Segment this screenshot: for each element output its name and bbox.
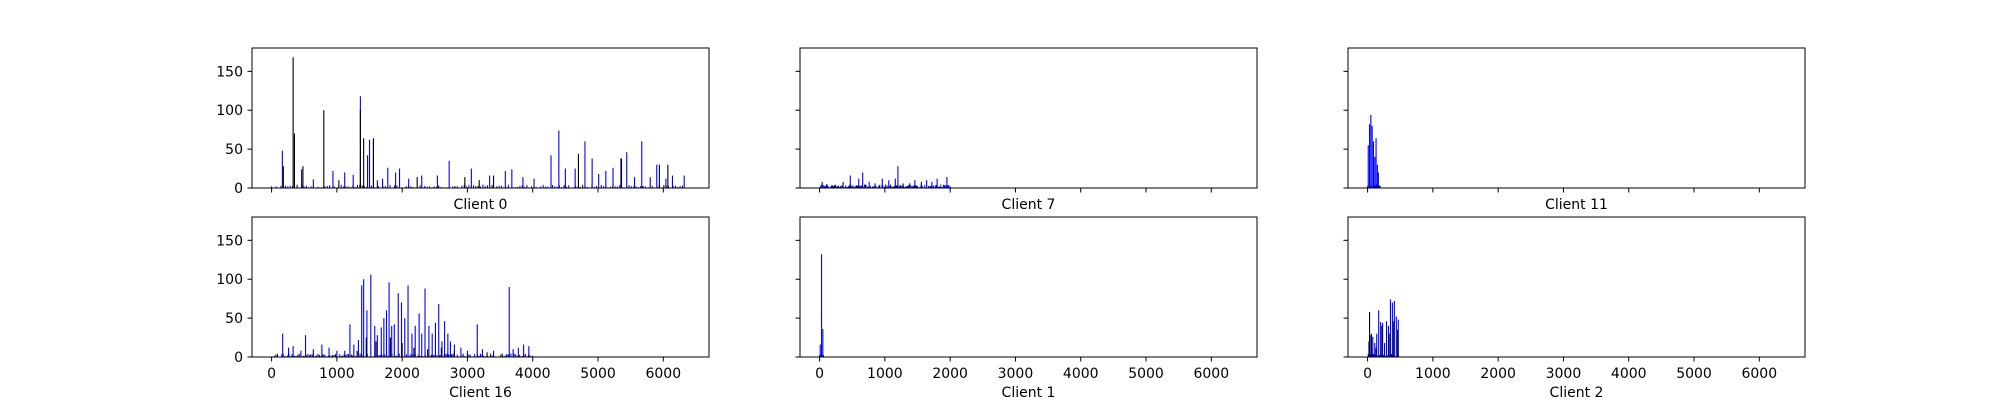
subplot-title: Client 11 [1545, 197, 1608, 213]
axes-frame [1347, 47, 1806, 189]
y-tick-label: 100 [216, 103, 243, 119]
axes-frame [1347, 216, 1806, 358]
x-tick-label: 6000 [1741, 366, 1777, 382]
x-tick-label: 0 [815, 366, 824, 382]
x-tick-label: 5000 [580, 366, 616, 382]
axes-frame [799, 216, 1258, 358]
subplot: 0 1000 2000 3000 4000 5000 6000 0 50 100 150 Client… [216, 216, 710, 400]
subplot: 0 1000 2000 3000 4000 5000 6000 Client 1 [795, 216, 1258, 400]
x-tick-label: 5000 [1676, 366, 1712, 382]
y-tick-label: 0 [234, 181, 243, 197]
y-tick-label: 150 [216, 64, 243, 80]
x-tick-label: 5000 [1128, 366, 1164, 382]
y-tick-label: 100 [216, 272, 243, 288]
x-tick-label: 0 [1363, 366, 1372, 382]
subplot-title: Client 2 [1550, 385, 1604, 400]
axes-frame [251, 47, 710, 189]
axes-frame [799, 47, 1258, 189]
subplot-title: Client 0 [454, 197, 508, 213]
subplot: 0 50 100 150 Client 0 [216, 47, 710, 213]
x-tick-label: 1000 [867, 366, 903, 382]
subplot: Client 11 [1343, 47, 1806, 213]
x-tick-label: 3000 [1546, 366, 1582, 382]
y-tick-label: 50 [225, 311, 243, 327]
x-tick-label: 4000 [515, 366, 551, 382]
x-tick-label: 1000 [319, 366, 355, 382]
y-tick-label: 150 [216, 233, 243, 249]
axes-frame [251, 216, 710, 358]
y-tick-label: 50 [225, 142, 243, 158]
x-tick-label: 1000 [1415, 366, 1451, 382]
x-tick-label: 3000 [998, 366, 1034, 382]
subplot: 0 1000 2000 3000 4000 5000 6000 Client 2 [1343, 216, 1806, 400]
x-tick-label: 4000 [1063, 366, 1099, 382]
x-tick-label: 6000 [1193, 366, 1229, 382]
y-tick-label: 0 [234, 350, 243, 366]
x-tick-label: 2000 [384, 366, 420, 382]
subplot-title: Client 16 [449, 385, 512, 400]
x-tick-label: 3000 [450, 366, 486, 382]
x-tick-label: 6000 [645, 366, 681, 382]
x-tick-label: 2000 [1480, 366, 1516, 382]
subplot-title: Client 7 [1002, 197, 1056, 213]
x-tick-label: 4000 [1611, 366, 1647, 382]
x-tick-label: 2000 [932, 366, 968, 382]
subplot: Client 7 [795, 47, 1258, 213]
subplot-title: Client 1 [1002, 385, 1056, 400]
x-tick-label: 0 [267, 366, 276, 382]
